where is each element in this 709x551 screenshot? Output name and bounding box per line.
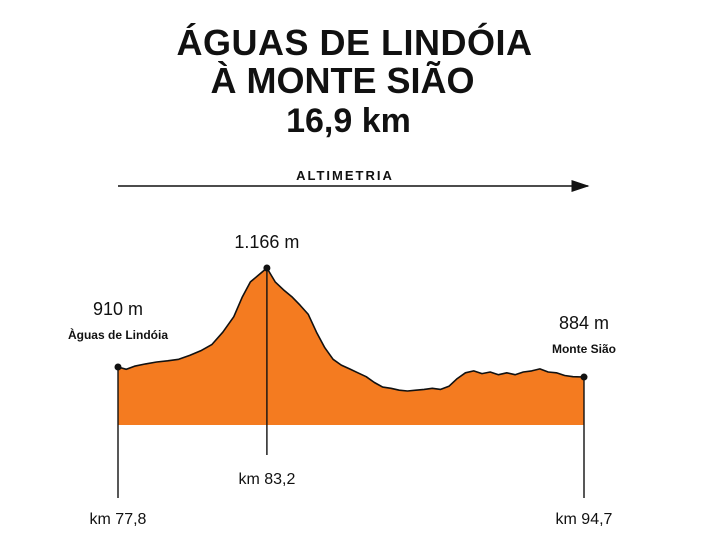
start-elevation-label: 910 m bbox=[93, 299, 143, 319]
end-marker bbox=[580, 373, 588, 381]
title-line-2: À MONTE SIÃO bbox=[210, 60, 475, 101]
start-marker bbox=[114, 363, 122, 371]
start-km-label: km 77,8 bbox=[90, 511, 147, 528]
elevation-line bbox=[117, 267, 585, 392]
section-label: ALTIMETRIA bbox=[296, 168, 394, 183]
title-line-1: ÁGUAS DE LINDÓIA bbox=[176, 22, 533, 63]
peak-elevation-label: 1.166 m bbox=[234, 232, 299, 252]
peak-marker bbox=[263, 264, 271, 272]
end-place-label: Monte Sião bbox=[552, 342, 616, 356]
end-km-label: km 94,7 bbox=[556, 511, 613, 528]
elevation-area bbox=[118, 268, 584, 425]
end-elevation-label: 884 m bbox=[559, 313, 609, 333]
start-place-label: Àguas de Lindóia bbox=[68, 327, 168, 342]
peak-km-label: km 83,2 bbox=[238, 471, 295, 488]
title-distance: 16,9 km bbox=[286, 102, 411, 140]
